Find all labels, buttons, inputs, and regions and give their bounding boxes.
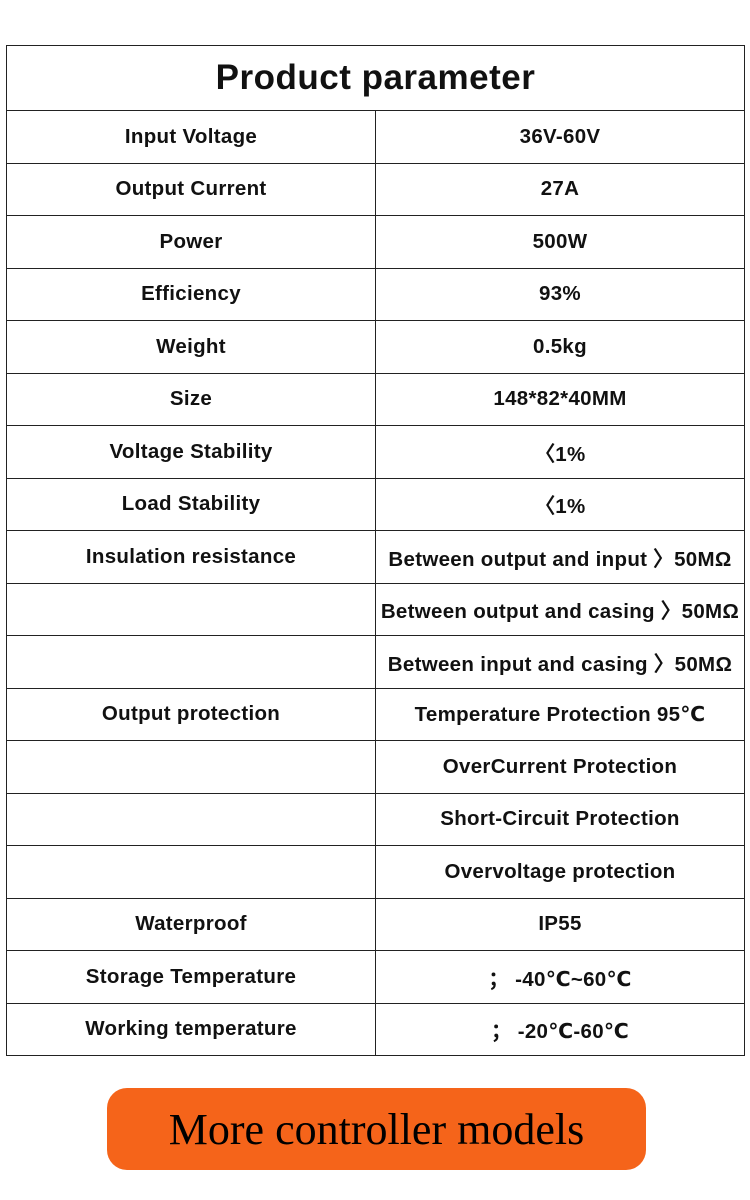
parameter-label: Waterproof [6,897,376,951]
parameter-value: 93% [375,267,745,321]
parameter-label: Output Current [6,162,376,216]
parameter-label: Voltage Stability [6,425,376,479]
parameter-value: 36V-60V [375,110,745,164]
parameter-label [6,792,376,846]
table-row: Between input and casing 〉50MΩ [6,635,745,689]
parameter-label [6,740,376,794]
parameter-value: ； -40℃~60℃ [375,950,745,1004]
parameter-value: 〈1% [375,425,745,479]
parameter-label: Power [6,215,376,269]
parameter-table-body: Product parameter Input Voltage 36V-60V Ou… [6,45,745,1056]
parameter-value: 27A [375,162,745,216]
table-row: Short-Circuit Protection [6,792,745,846]
table-row: Between output and casing 〉50MΩ [6,582,745,636]
parameter-label: Storage Temperature [6,950,376,1004]
parameter-label: Insulation resistance [6,530,376,584]
table-row: Efficiency 93% [6,267,745,321]
parameter-value: Between output and casing 〉50MΩ [375,582,745,636]
parameter-value: Between input and casing 〉50MΩ [375,635,745,689]
table-row: Voltage Stability 〈1% [6,425,745,479]
table-row: OverCurrent Protection [6,740,745,794]
more-controller-models-button[interactable]: More controller models [107,1088,646,1170]
parameter-value: Between output and input 〉50MΩ [375,530,745,584]
parameter-value: 0.5kg [375,320,745,374]
table-row: Input Voltage 36V-60V [6,110,745,164]
product-parameter-table: Product parameter Input Voltage 36V-60V Ou… [6,45,745,1056]
parameter-label: Working temperature [6,1002,376,1056]
parameter-label [6,845,376,899]
table-row: Load Stability 〈1% [6,477,745,531]
table-title-row: Product parameter [6,45,745,111]
table-row: Weight 0.5kg [6,320,745,374]
table-row: Size 148*82*40MM [6,372,745,426]
parameter-value: Short-Circuit Protection [375,792,745,846]
table-row: Overvoltage protection [6,845,745,899]
parameter-value: ； -20℃-60℃ [375,1002,745,1056]
parameter-label [6,635,376,689]
parameter-value: IP55 [375,897,745,951]
table-row: Working temperature； -20℃-60℃ [6,1002,745,1056]
parameter-label: Weight [6,320,376,374]
parameter-value: 148*82*40MM [375,372,745,426]
parameter-label: Size [6,372,376,426]
parameter-label: Output protection [6,687,376,741]
parameter-value: Overvoltage protection [375,845,745,899]
parameter-label: Load Stability [6,477,376,531]
table-row: Output Current 27A [6,162,745,216]
parameter-value: OverCurrent Protection [375,740,745,794]
parameter-value: 500W [375,215,745,269]
table-row: Insulation resistance Between output and … [6,530,745,584]
parameter-label: Efficiency [6,267,376,321]
table-row: Waterproof IP55 [6,897,745,951]
table-row: Output protection Temperature Protection … [6,687,745,741]
parameter-label [6,582,376,636]
table-title: Product parameter [6,45,745,111]
parameter-label: Input Voltage [6,110,376,164]
table-row: Power 500W [6,215,745,269]
table-row: Storage Temperature； -40℃~60℃ [6,950,745,1004]
parameter-value: Temperature Protection 95℃ [375,687,745,741]
parameter-value: 〈1% [375,477,745,531]
